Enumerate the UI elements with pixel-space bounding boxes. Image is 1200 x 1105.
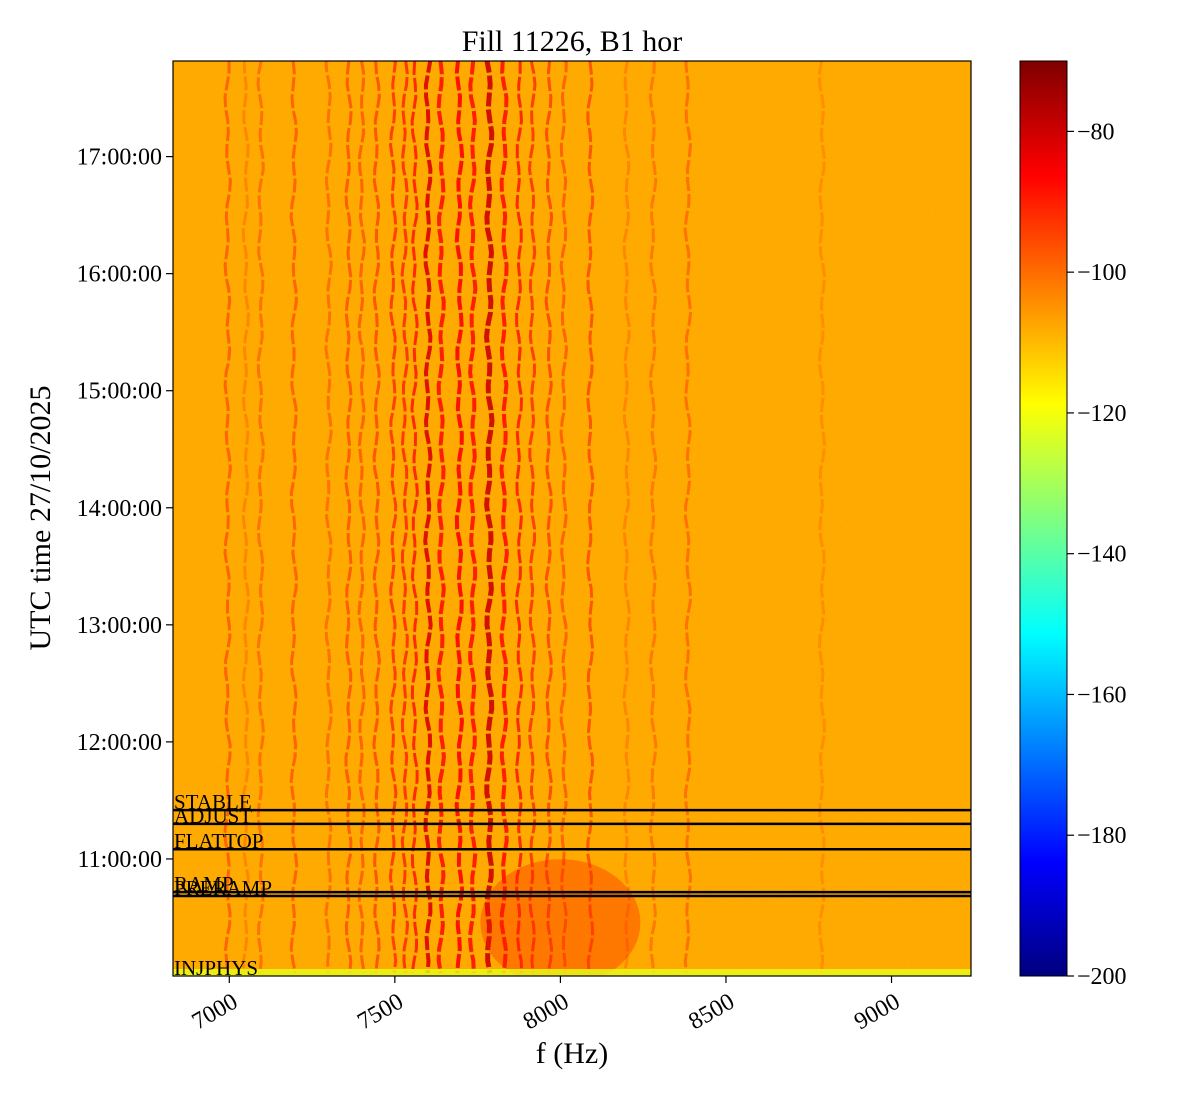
x-axis: 7000 7500 8000 8500 9000 [188,976,905,1035]
spectral-line [622,61,631,974]
colorbar: −80 −100 −120 −140 −160 −180 −200 [1019,60,1127,990]
spectral-line [585,61,595,974]
x-tick-label: 7000 [188,989,243,1036]
spectral-line [454,61,465,974]
spectral-line [388,61,398,974]
chart-title: Fill 11226, B1 hor [462,25,683,58]
spectral-line [423,61,433,974]
y-tick-label: 11:00:00 [78,847,162,873]
beam-mode-label-stable: STABLE [174,790,252,814]
y-axis-label: UTC time 27/10/2025 [24,386,57,651]
beam-mode-label-injphys: INJPHYS [174,956,258,980]
x-tick-label: 8000 [519,989,574,1036]
x-tick-label: 9000 [850,989,905,1036]
beam-mode-label-flattop: FLATTOP [174,829,263,853]
spectral-line [544,61,554,974]
spectral-line [324,61,333,974]
spectral-line [527,61,537,974]
colorbar-tick-label: −120 [1077,401,1127,427]
colorbar-tick-label: −200 [1077,964,1127,990]
spectral-line [241,61,251,974]
spectral-line [436,61,446,974]
colorbar-gradient [1019,60,1068,977]
spectral-line [817,61,827,974]
spectral-line [683,61,693,974]
y-tick-label: 13:00:00 [77,613,162,639]
y-tick-label: 12:00:00 [77,730,162,756]
y-axis: 11:00:00 12:00:00 13:00:00 14:00:00 15:00:00… [77,145,173,873]
spectral-line [648,61,658,974]
x-tick-label: 7500 [353,989,408,1036]
y-tick-label: 17:00:00 [77,145,162,171]
colorbar-tick-label: −100 [1077,260,1127,286]
spectral-line [483,61,495,974]
spectral-line [357,61,367,974]
broadband-noise-region [480,859,641,976]
spectral-line [256,61,266,974]
beam-mode-label-preramp: PRERAMP [174,876,272,900]
spectral-line [559,61,569,974]
beam-mode-label-adjust: ADJUST [174,804,252,828]
colorbar-tick-label: −140 [1077,542,1127,568]
spectral-line [344,61,353,974]
colorbar-tick-label: −180 [1077,823,1127,849]
spectral-line [400,61,410,974]
beam-mode-label-ramp: RAMP [174,872,234,896]
low-level-strip [173,969,971,976]
x-tick-label: 8500 [684,989,739,1036]
spectral-line [289,61,299,974]
x-axis-label: f (Hz) [536,1037,608,1070]
spectral-line [514,61,524,974]
colorbar-tick-label: −160 [1077,682,1127,708]
spectral-line [499,61,509,974]
y-tick-label: 14:00:00 [77,496,162,522]
y-tick-label: 15:00:00 [77,379,162,405]
spectral-line [410,61,419,974]
spectral-line [467,61,478,974]
colorbar-tick-label: −80 [1077,119,1115,145]
y-tick-label: 16:00:00 [77,262,162,288]
spectral-line [372,61,381,974]
plot-frame [172,60,972,977]
spectral-line [223,61,232,974]
